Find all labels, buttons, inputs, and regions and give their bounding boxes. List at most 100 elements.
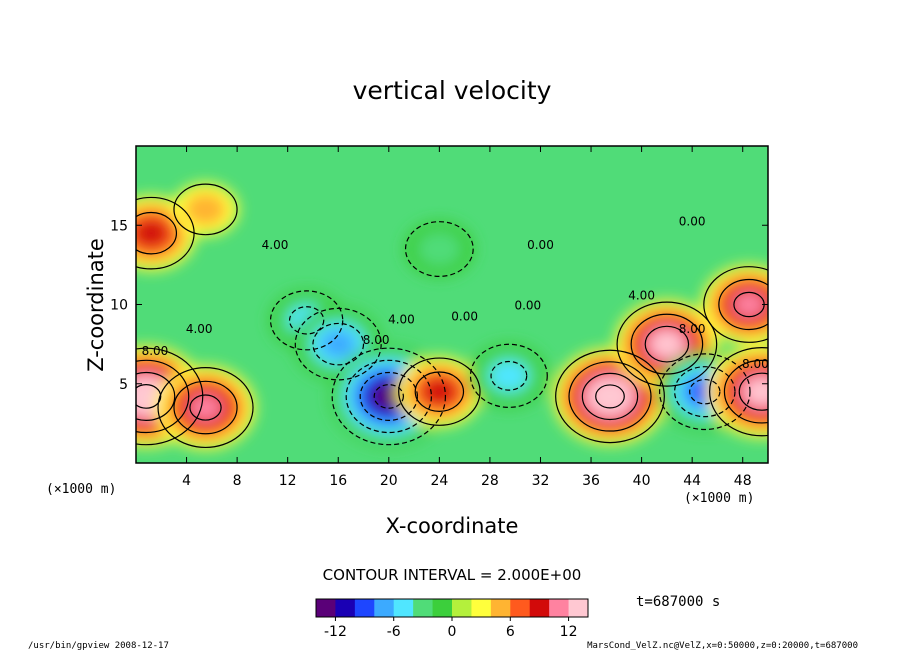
contour-line-0-0 — [136, 347, 204, 446]
x-tick-label: 12 — [279, 473, 297, 489]
contour-label: 4.00 — [186, 322, 213, 336]
contour-line-9-4 — [644, 325, 690, 363]
contour-label: 8.00 — [742, 357, 769, 371]
colorbar-bin — [374, 599, 395, 617]
contour-line-8-4 — [581, 372, 639, 421]
contour-line-12-2 — [718, 278, 768, 331]
x-tick-label: 28 — [481, 473, 499, 489]
colorbar-bin — [432, 599, 453, 617]
field-level-1-4 — [189, 394, 222, 421]
contour-line-2-2 — [136, 211, 178, 255]
colorbar-bin — [316, 599, 336, 617]
contour-line-14-0 — [173, 183, 238, 236]
contour-line-0-2 — [136, 359, 190, 434]
contour-line-11-2 — [723, 359, 768, 424]
field-level-4-3 — [320, 330, 356, 359]
contour-line-1-2 — [173, 380, 238, 435]
contour-line-5-0 — [331, 347, 447, 446]
field-level-14-1 — [184, 193, 227, 226]
contour-label: 8.00 — [142, 344, 169, 358]
field-level-5-6 — [373, 384, 405, 409]
colorbar-tick-label: 12 — [560, 624, 578, 640]
x-tick-label: 24 — [430, 473, 448, 489]
x-unit-left: (×1000 m) — [46, 482, 117, 497]
field-level-0-6 — [136, 384, 162, 409]
x-unit-right: (×1000 m) — [684, 491, 755, 506]
x-axis-label: X-coordinate — [385, 514, 519, 538]
contour-line-8-2 — [568, 361, 652, 432]
colorbar-bin — [471, 599, 492, 617]
contour-line-9-2 — [630, 313, 704, 375]
footer-left: /usr/bin/gpview 2008-12-17 — [28, 641, 169, 651]
y-tick-label: 15 — [110, 218, 128, 234]
colorbar-bin — [510, 599, 531, 617]
contour-label: 4.00 — [262, 238, 289, 252]
time-label: t=687000 s — [636, 594, 721, 610]
x-tick-label: 32 — [532, 473, 550, 489]
contour-label: 4.00 — [628, 289, 655, 303]
contour-line-7-0 — [469, 343, 548, 408]
footer-right: MarsCond_VelZ.nc@VelZ,x=0:50000,z=0:2000… — [587, 641, 858, 651]
contour-line-13-0 — [404, 221, 474, 277]
x-tick-label: 20 — [380, 473, 398, 489]
x-tick-label: 44 — [683, 473, 701, 489]
contour-line-10-0 — [658, 353, 751, 431]
field-level-9-5 — [651, 331, 683, 357]
x-tick-label: 48 — [734, 473, 752, 489]
contour-line-3-0 — [269, 290, 344, 351]
contour-line-6-0 — [398, 357, 481, 426]
contour-line-9-0 — [616, 301, 718, 387]
colorbar-bin — [452, 599, 472, 617]
colorbar-bin — [413, 599, 434, 617]
contour-label: 0.00 — [679, 214, 706, 228]
colorbar-bin — [393, 599, 414, 617]
contour-line-11-4 — [738, 372, 768, 411]
field-level-2-3 — [136, 219, 169, 248]
colorbar-bin — [529, 599, 550, 617]
contour-line-4-0 — [294, 307, 382, 381]
contour-line-1-0 — [157, 367, 254, 449]
contour-line-5-4 — [359, 371, 419, 421]
field-level-12-4 — [733, 291, 765, 318]
field-level-7-2 — [490, 360, 528, 391]
contour-line-8-0 — [555, 349, 665, 444]
field-level-8-6 — [594, 384, 626, 409]
x-tick-label: 8 — [233, 473, 242, 489]
contour-label: 0.00 — [451, 309, 478, 323]
contour-line-11-0 — [709, 347, 768, 437]
contour-line-12-0 — [703, 266, 768, 343]
contour-line-0-6 — [136, 384, 162, 409]
colorbar-bin — [354, 599, 375, 617]
contour-label: 8.00 — [363, 333, 390, 347]
contour-label: 0.00 — [514, 298, 541, 312]
colorbar-tick-label: 0 — [448, 624, 457, 640]
contour-label: 0.00 — [527, 238, 554, 252]
contour-line-5-2 — [345, 359, 433, 434]
colorbar-bin — [568, 599, 589, 617]
contour-label: 4.00 — [388, 313, 415, 327]
contour-field — [136, 146, 768, 463]
colorbar-tick-label: 6 — [506, 624, 515, 640]
contour-line-8-6 — [595, 384, 625, 409]
contour-line-7-2 — [490, 360, 528, 391]
colorbar: -12 -6 0 6 12 — [315, 598, 589, 640]
colorbar-bin — [335, 599, 356, 617]
contour-line-5-6 — [373, 384, 405, 409]
field-level-13-1 — [417, 231, 462, 267]
colorbar-bin — [549, 599, 570, 617]
y-tick-label: 10 — [110, 298, 128, 314]
chart-title: vertical velocity — [352, 76, 552, 105]
contour-line-4-2 — [312, 322, 365, 366]
contour-line-6-2 — [414, 371, 465, 412]
contour-line-10-4 — [689, 378, 721, 405]
contour-line-0-4 — [136, 371, 176, 421]
x-tick-label: 36 — [582, 473, 600, 489]
y-tick-label: 5 — [119, 377, 128, 393]
colorbar-tick-label: -6 — [387, 624, 401, 640]
contour-line-3-2 — [288, 306, 325, 335]
colorbar-tick-label: -12 — [324, 624, 347, 640]
contour-label: 8.00 — [679, 322, 706, 336]
x-tick-label: 4 — [182, 473, 191, 489]
field-level-11-5 — [745, 378, 768, 405]
